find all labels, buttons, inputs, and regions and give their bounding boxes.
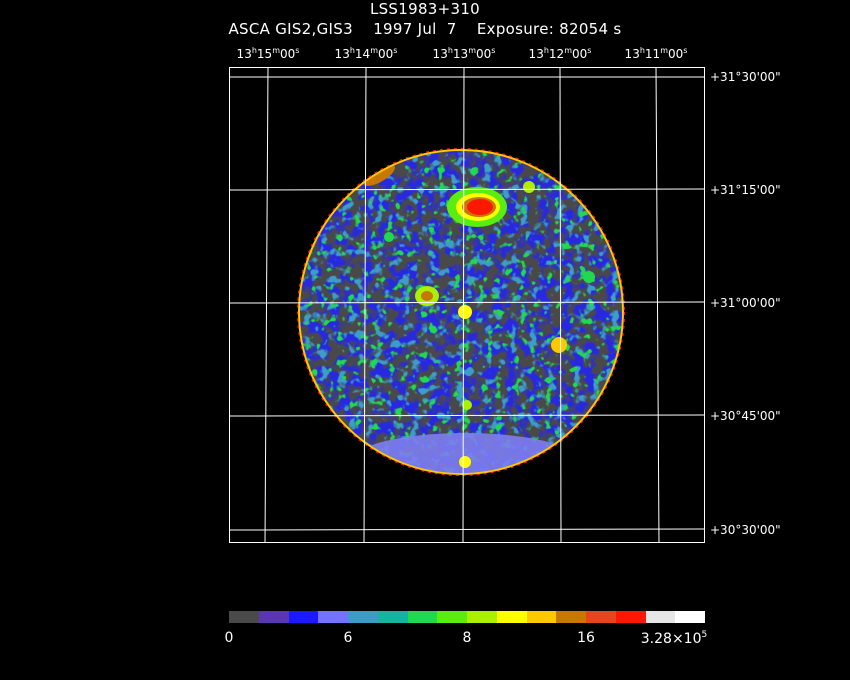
colorbar-swatch xyxy=(467,611,497,623)
colorbar-swatch xyxy=(377,611,408,623)
object-title: LSS1983+310 xyxy=(369,0,481,18)
colorbar-swatch xyxy=(258,611,289,623)
colorbar-swatch xyxy=(288,611,319,623)
colorbar-swatch xyxy=(229,611,259,623)
colorbar-swatch xyxy=(348,611,378,623)
xray-image-frame xyxy=(229,67,705,543)
colorbar-swatch xyxy=(526,611,557,623)
ra-tick-label: 13h13m00s xyxy=(432,46,496,61)
colorbar xyxy=(229,611,705,623)
ra-tick-label: 13h12m00s xyxy=(528,46,592,61)
colorbar-label: 6 xyxy=(343,630,353,646)
colorbar-swatch xyxy=(437,611,467,623)
coordinate-grid xyxy=(229,67,705,543)
ra-tick-label: 13h15m00s xyxy=(236,46,300,61)
colorbar-swatch xyxy=(675,611,705,623)
colorbar-swatch xyxy=(556,611,586,623)
observation-info: ASCA GIS2,GIS3 1997 Jul 7 Exposure: 8205… xyxy=(228,20,622,38)
fov-edge-ring xyxy=(298,149,624,475)
colorbar-label: 16 xyxy=(577,630,595,646)
colorbar-label-max: 3.28×105 xyxy=(640,630,708,647)
dec-tick-label: +30°30'00" xyxy=(710,523,781,537)
field-of-view xyxy=(299,150,623,474)
colorbar-swatch xyxy=(407,611,438,623)
colorbar-swatch xyxy=(586,611,616,623)
colorbar-label: 8 xyxy=(462,630,472,646)
ra-tick-label: 13h11m00s xyxy=(624,46,688,61)
fov-edge-ring-outer xyxy=(296,147,626,477)
ra-tick-label: 13h14m00s xyxy=(334,46,398,61)
colorbar-swatch xyxy=(615,611,646,623)
dec-tick-label: +31°15'00" xyxy=(710,183,781,197)
dec-tick-label: +31°30'00" xyxy=(710,70,781,84)
frame-border xyxy=(229,67,705,543)
colorbar-swatch xyxy=(318,611,348,623)
dec-tick-label: +31°00'00" xyxy=(710,296,781,310)
colorbar-swatch xyxy=(496,611,527,623)
colorbar-label: 0 xyxy=(224,630,234,646)
dec-tick-label: +30°45'00" xyxy=(710,409,781,423)
colorbar-swatch xyxy=(645,611,676,623)
